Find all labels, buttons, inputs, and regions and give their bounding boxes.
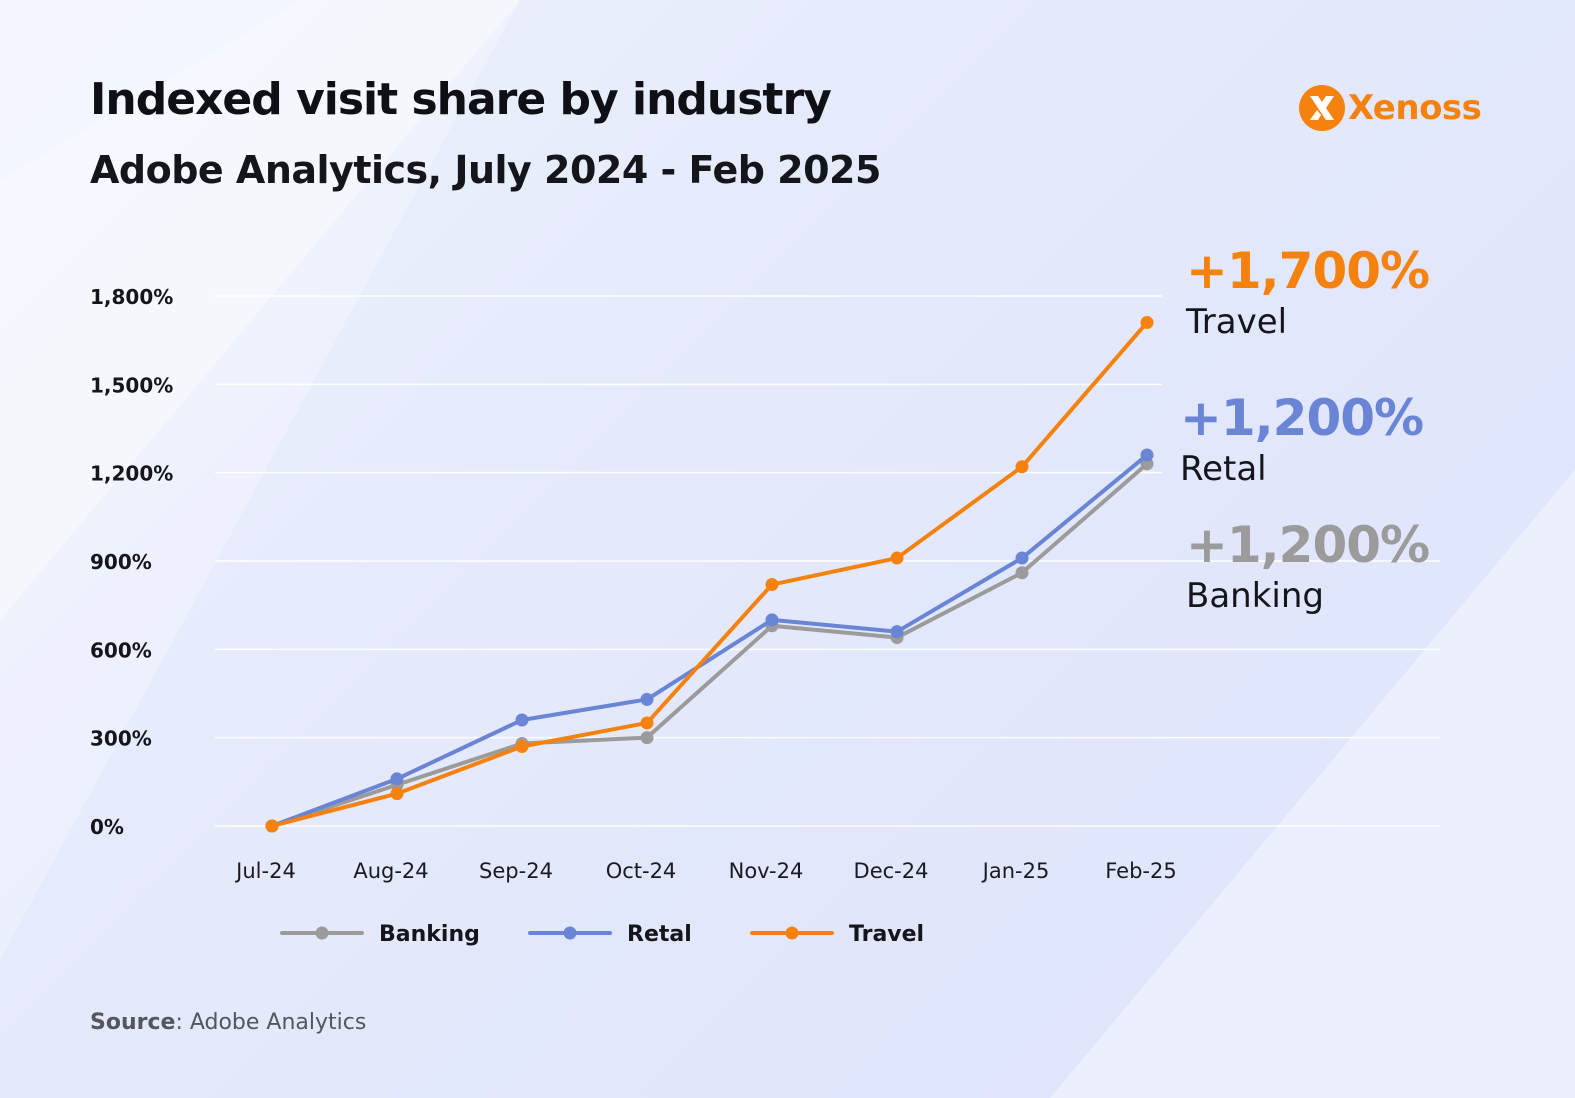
x-tick-label: Dec-24 [854, 859, 929, 883]
annotation-value: +1,200% [1180, 389, 1423, 447]
data-point-retal [1140, 448, 1154, 462]
chart-subtitle: Adobe Analytics, July 2024 - Feb 2025 [90, 148, 881, 192]
data-point-banking [1015, 566, 1029, 580]
series-travel [265, 316, 1154, 833]
annotation-value: +1,200% [1186, 516, 1429, 574]
legend-label: Travel [849, 922, 924, 947]
legend-item-banking: Banking [280, 922, 480, 947]
x-axis-ticks: Jul-24 Aug-24 Sep-24 Oct-24 Nov-24 Dec-24 Jan-… [234, 859, 1177, 883]
legend-label: Banking [379, 922, 480, 947]
data-point-travel [390, 787, 404, 801]
annotation-label: Banking [1186, 576, 1324, 616]
y-tick-label: 600% [90, 638, 152, 662]
series-retal [265, 448, 1154, 833]
annotation-label: Retal [1180, 449, 1267, 489]
data-point-retal [765, 613, 779, 627]
y-axis-ticks: 0% 300% 600% 900% 1,200% 1,500% 1,800% [90, 285, 173, 839]
x-tick-label: Aug-24 [353, 859, 428, 883]
annotation-label: Travel [1185, 302, 1287, 342]
data-point-retal [515, 713, 529, 727]
source-label: Source [90, 1010, 176, 1035]
annotation-value: +1,700% [1186, 242, 1429, 300]
x-tick-label: Feb-25 [1105, 859, 1176, 883]
y-tick-label: 900% [90, 550, 152, 574]
y-tick-label: 1,500% [90, 373, 173, 397]
x-tick-label: Nov-24 [729, 859, 804, 883]
data-point-travel [640, 716, 654, 730]
x-tick-label: Oct-24 [606, 859, 677, 883]
data-point-travel [1140, 316, 1154, 329]
data-point-travel [890, 551, 904, 565]
x-tick-label: Jul-24 [234, 859, 296, 883]
data-point-banking [640, 731, 654, 745]
series-line-banking [270, 461, 1149, 828]
legend-label: Retal [627, 922, 692, 947]
brand-name: Xenoss [1348, 88, 1482, 128]
x-tick-label: Jan-25 [981, 859, 1050, 883]
data-point-travel [765, 578, 779, 592]
legend-swatch-marker [315, 926, 329, 940]
xenoss-logo-icon [1299, 85, 1345, 131]
legend-swatch-marker [785, 926, 799, 940]
y-tick-label: 0% [90, 815, 124, 839]
legend-item-retal: Retal [528, 922, 692, 947]
chart-legend: Banking Retal Travel [280, 922, 924, 947]
brand-logo: Xenoss [1298, 84, 1482, 132]
data-point-travel [265, 819, 279, 833]
data-point-travel [515, 740, 529, 753]
y-tick-label: 1,800% [90, 285, 173, 309]
end-annotations: +1,700%Travel+1,200%Retal+1,200%Banking [1180, 242, 1430, 616]
data-point-travel [1015, 460, 1029, 474]
gridlines [215, 295, 1440, 827]
series-lines [265, 316, 1154, 833]
data-point-retal [890, 625, 904, 639]
y-tick-label: 1,200% [90, 462, 173, 486]
chart-title: Indexed visit share by industry [90, 74, 832, 125]
source-note: Source: Adobe Analytics [90, 1010, 366, 1035]
legend-item-travel: Travel [750, 922, 924, 947]
series-line-travel [270, 320, 1149, 828]
x-tick-label: Sep-24 [479, 859, 553, 883]
y-tick-label: 300% [90, 727, 152, 751]
data-point-retal [1015, 551, 1029, 565]
source-text: : Adobe Analytics [175, 1010, 367, 1035]
data-point-retal [390, 772, 404, 786]
legend-swatch-marker [563, 926, 577, 940]
series-line-retal [270, 453, 1149, 828]
data-point-retal [640, 692, 654, 706]
